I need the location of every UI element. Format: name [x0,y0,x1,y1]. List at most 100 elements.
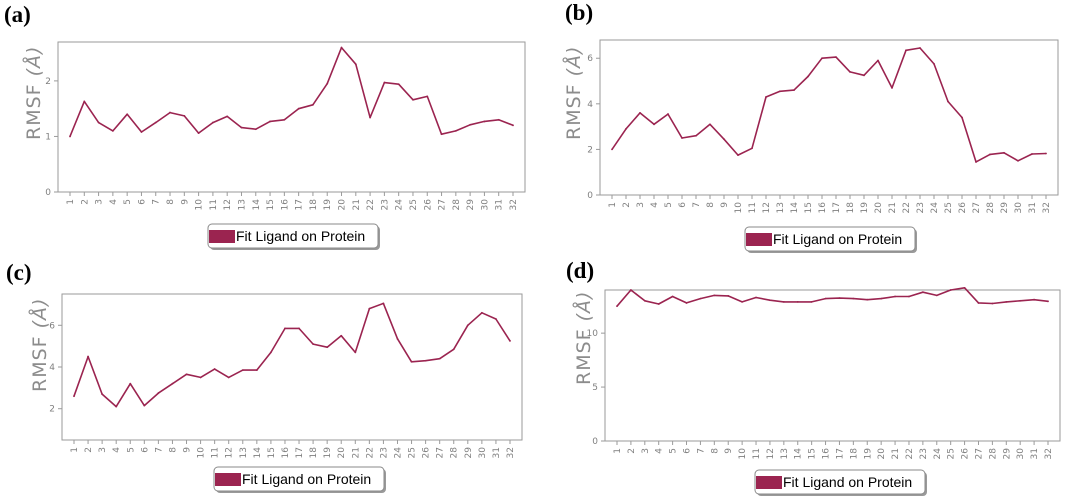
x-tick-label: 7 [152,199,162,205]
data-point [452,348,455,351]
x-tick-label: 32 [1042,202,1052,213]
data-point [227,376,230,379]
series-line-c [73,302,511,408]
x-tick-label: 30 [480,199,490,211]
data-point [807,75,809,78]
data-point [1019,299,1022,302]
data-point [723,138,725,141]
data-point [480,311,483,314]
data-point [140,131,143,133]
data-point [97,121,100,124]
data-point [657,303,660,305]
x-tick-label: 6 [678,202,688,208]
x-tick-label: 6 [137,199,147,205]
data-point [769,299,771,302]
x-tick-label: 12 [223,199,233,210]
x-tick-label: 8 [710,448,720,454]
x-tick-label: 1 [613,448,623,454]
x-tick-label: 30 [1014,202,1024,214]
x-tick-label: 2 [622,202,632,208]
x-tick-label: 5 [664,202,674,208]
data-point [1047,300,1049,303]
data-point [87,355,89,358]
x-tick-label: 23 [380,199,390,210]
x-tick-label: 8 [166,199,176,205]
x-tick-label: 19 [863,448,873,460]
data-point [908,295,910,298]
x-tick-label: 28 [988,448,998,460]
x-tick-label: 29 [1000,202,1010,214]
plot-frame-c [61,293,523,441]
x-tick-label: 21 [891,448,901,459]
data-point [961,116,963,119]
data-point [894,295,896,298]
data-point [326,346,329,349]
x-tick-label: 3 [636,202,646,208]
x-tick-label: 28 [986,202,996,214]
data-point [368,307,371,310]
x-tick-label: 17 [835,448,845,459]
x-tick-label: 14 [790,202,800,214]
x-tick-label: 32 [1044,448,1054,459]
legend-box [754,469,926,495]
y-tick-label: 5 [592,383,598,393]
x-tick-label: 24 [393,447,403,459]
x-tick-label: 19 [323,447,333,459]
data-point [1003,151,1005,154]
x-tick-label: 17 [295,199,305,210]
x-tick-label: 21 [351,447,361,458]
data-point [157,392,160,394]
data-point [863,74,865,77]
data-point [126,113,129,116]
x-tick-label: 29 [464,447,474,459]
data-point [877,59,879,62]
x-tick-label: 5 [669,448,679,454]
x-tick-label: 7 [154,447,164,453]
x-tick-label: 13 [239,447,249,458]
x-tick-label: 7 [696,448,706,454]
data-point [143,404,146,407]
data-point [495,318,497,320]
data-point [426,95,429,98]
data-point [240,126,243,129]
legend-label: Fit Ligand on Protein [236,228,365,244]
data-point [396,337,399,340]
x-tick-label: 17 [295,447,305,458]
data-point [989,153,991,156]
legend-label: Fit Ligand on Protein [242,471,371,487]
x-tick-label: 18 [309,447,319,459]
x-tick-label: 15 [808,448,818,459]
data-point [821,57,823,60]
x-tick-label: 16 [281,447,291,459]
x-tick-label: 27 [436,447,446,458]
data-point [727,295,730,297]
data-point [383,81,386,84]
x-tick-label: 29 [466,199,476,211]
data-point [741,300,744,303]
data-point [1045,152,1047,155]
x-tick-label: 13 [780,448,790,459]
x-tick-label: 2 [84,447,94,453]
x-tick-label: 20 [338,199,348,211]
x-tick-label: 29 [1002,448,1012,460]
x-tick-label: 1 [70,447,80,453]
data-point [653,123,655,126]
data-point [991,302,994,305]
data-point [283,118,286,121]
x-tick-label: 26 [958,202,968,214]
data-point [611,148,613,151]
y-axis-unit: (Å) [22,46,45,77]
legend-box [207,223,379,249]
data-point [852,297,855,300]
x-tick-label: 18 [846,202,856,214]
x-tick-label: 4 [655,448,665,454]
series-line-b [611,47,1047,163]
data-point [354,63,357,66]
data-point [709,123,711,126]
x-tick-label: 4 [109,199,119,205]
data-point [369,116,371,119]
data-point [810,300,813,303]
x-tick-label: 12 [225,447,235,458]
